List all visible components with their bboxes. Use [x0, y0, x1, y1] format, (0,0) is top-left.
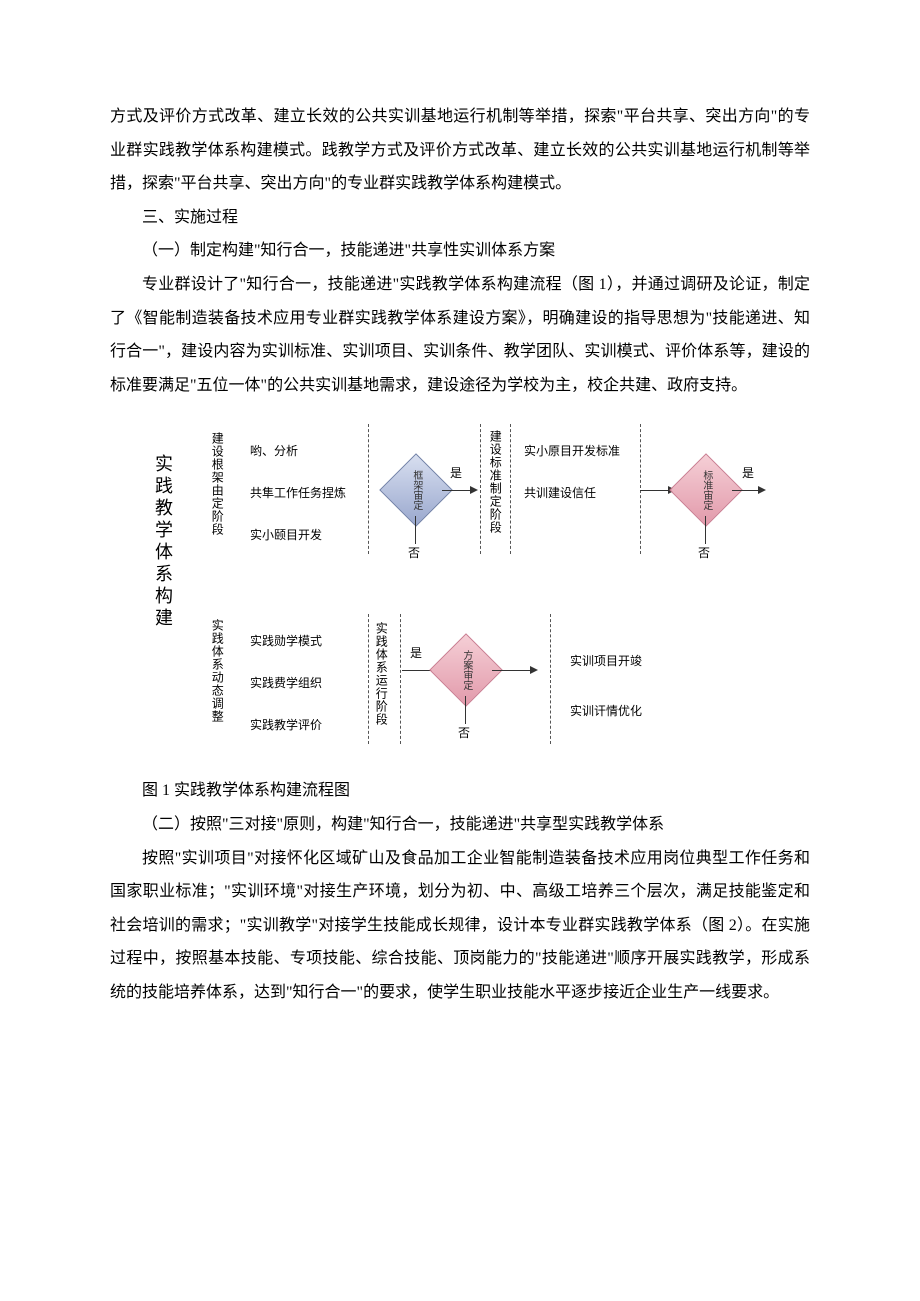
dash-line-1: [368, 424, 369, 554]
down-line-1: [415, 516, 416, 544]
diamond-frame-review-label: 框架宙定: [409, 470, 424, 510]
arrow-head-3: [530, 666, 538, 674]
label-yes-1: 是: [450, 464, 462, 481]
text-eval: 实践教学评价: [250, 716, 322, 733]
paragraph-intro: 方式及评价方式改革、建立长效的公共实训基地运行机制等举措，探索"平台共享、突出方…: [110, 100, 810, 201]
arrow-line-2: [732, 490, 760, 491]
arrow-line-1: [442, 490, 472, 491]
dash-line-3: [640, 424, 641, 554]
diamond-standard-review-label: 标准宙定: [699, 470, 714, 510]
dash-line-2a: [480, 424, 481, 554]
text-train-opt: 实训讦情优化: [570, 702, 642, 719]
down-line-2: [705, 516, 706, 544]
text-mode: 实践勋学模式: [250, 632, 322, 649]
label-yes-2: 是: [742, 464, 754, 481]
dash-line-4b: [400, 614, 401, 744]
figure-1-caption: 图 1 实践教学体系构建流程图: [110, 774, 810, 808]
dash-line-4a: [368, 614, 369, 744]
paragraph-plan: 专业群设计了"知行合一，技能递进"实践教学体系构建流程（图 1），并通过调研及论…: [110, 268, 810, 402]
arrow-line-2pre: [640, 490, 670, 491]
dash-line-2b: [510, 424, 511, 554]
arrow-line-3pre: [402, 670, 432, 671]
label-no-3: 否: [458, 724, 470, 741]
stage3-label: 实践体系动态调整: [210, 619, 223, 739]
label-no-2: 否: [698, 544, 710, 561]
down-line-3: [465, 696, 466, 724]
diamond-plan-review-label: 方案审定: [459, 650, 474, 690]
flowchart: 实践教学体系构建 建设根架由定阶段 哟、分析 共隼工作任务捏炼 实小颐目开发 框…: [110, 424, 810, 764]
text-analyze: 哟、分析: [250, 442, 298, 459]
main-vertical-label: 实践教学体系构建: [150, 454, 176, 654]
text-project-dev: 实小颐目开发: [250, 526, 322, 543]
dash-line-5: [550, 614, 551, 744]
heading-section-3: 三、实施过程: [110, 201, 810, 235]
subheading-1: （一）制定构建"知行合一，技能递进"共享性实训体系方案: [110, 234, 810, 268]
label-yes-3b: 是: [410, 644, 422, 661]
figure-1: 实践教学体系构建 建设根架由定阶段 哟、分析 共隼工作任务捏炼 实小颐目开发 框…: [110, 424, 810, 764]
page: 方式及评价方式改革、建立长效的公共实训基地运行机制等举措，探索"平台共享、突出方…: [0, 0, 920, 1070]
stage1-label: 建设根架由定阶段: [210, 432, 223, 552]
subheading-2: （二）按照"三对接"原则，构建"知行合一，技能递进"共享型实践教学体系: [110, 808, 810, 842]
arrow-head-2: [758, 486, 766, 494]
paragraph-three-match: 按照"实训项目"对接怀化区域矿山及食品加工企业智能制造装备技术应用岗位典型工作任…: [110, 842, 810, 1010]
stage4-label: 实践体系运行阶段: [374, 622, 387, 742]
stage2-label: 建设标准制定阶段: [488, 430, 501, 550]
label-no-1: 否: [408, 544, 420, 561]
arrow-head-1: [470, 486, 478, 494]
text-proj-launch: 实训项目开竣: [570, 652, 642, 669]
text-std-dev: 实小原目开发标准: [524, 442, 620, 459]
text-task-refine: 共隼工作任务捏炼: [250, 484, 346, 501]
text-org: 实践费学组织: [250, 674, 322, 691]
arrow-line-3: [492, 670, 532, 671]
text-build-trust: 共训建设信任: [524, 484, 596, 501]
